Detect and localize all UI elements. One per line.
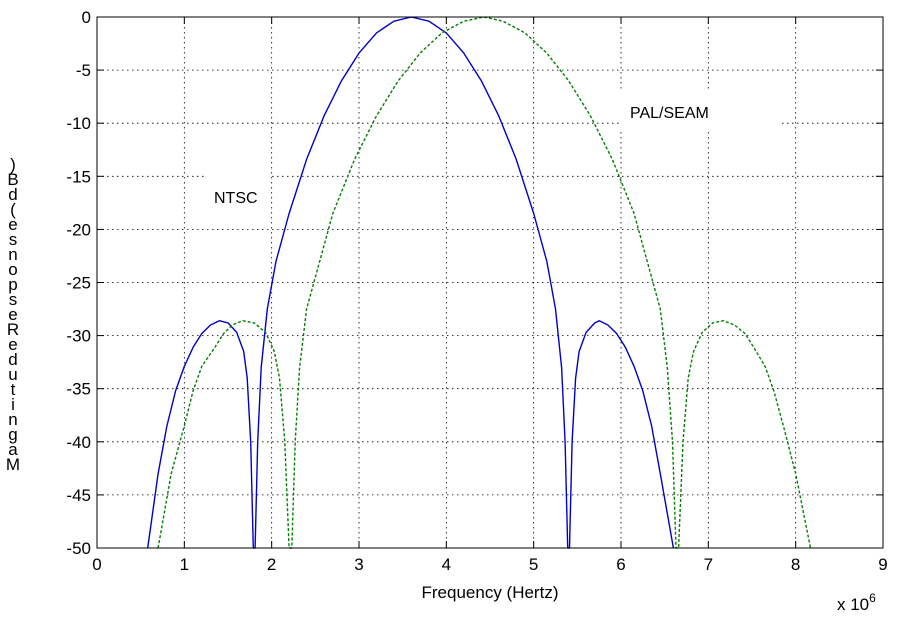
y-axis-label-char: a	[8, 440, 18, 459]
annotation-pal-seam: PAL/SEAM	[630, 105, 709, 122]
x-tick-label: 1	[180, 555, 189, 574]
x-tick-label: 0	[92, 555, 101, 574]
y-axis-label-char: d	[8, 185, 17, 204]
annotation-ntsc: NTSC	[214, 190, 258, 207]
y-axis-label-char: s	[9, 290, 18, 309]
ntsc-label-background	[207, 172, 269, 212]
x-tick-label: 4	[442, 555, 451, 574]
y-axis-label-char: e	[8, 335, 17, 354]
y-axis-label-char: d	[8, 350, 17, 369]
grid	[97, 17, 883, 548]
y-tick-label: -25	[66, 274, 91, 293]
x-tick-label: 3	[354, 555, 363, 574]
series-line-pal-seam	[157, 16, 812, 549]
y-axis-label-char: p	[8, 275, 17, 294]
y-tick-label: -50	[66, 539, 91, 558]
y-axis-label-char: e	[8, 215, 17, 234]
y-axis-label-char: u	[8, 365, 17, 384]
x-multiplier-exponent: 6	[869, 591, 876, 605]
y-tick-label: -40	[66, 433, 91, 452]
y-tick-label: -45	[66, 486, 91, 505]
y-tick-label: -30	[66, 327, 91, 346]
y-axis-label-char: n	[8, 245, 17, 264]
x-axis-label: Frequency (Hertz)	[422, 583, 559, 602]
x-tick-label: 2	[267, 555, 276, 574]
tick-labels: 0 1 2 3 4 5 6 7 8 9 0 -5 -10 -15 -20 -25 -30 -35 -40 -45 -50	[66, 8, 887, 574]
y-axis-label-char: B	[7, 170, 18, 189]
y-axis-label-char: M	[6, 455, 20, 474]
y-tick-label: -35	[66, 380, 91, 399]
y-axis-label-char: (	[10, 200, 16, 219]
y-axis-label-char: R	[7, 320, 19, 339]
y-axis-label-char: )	[10, 155, 16, 174]
y-axis-label-char: e	[8, 305, 17, 324]
y-tick-label: -5	[76, 61, 91, 80]
x-tick-label: 8	[791, 555, 800, 574]
y-tick-label: -15	[66, 167, 91, 186]
y-axis-label-char: n	[8, 410, 17, 429]
x-tick-label: 9	[878, 555, 887, 574]
y-axis-label-char: t	[11, 380, 16, 399]
y-tick-label: -20	[66, 220, 91, 239]
x-tick-label: 5	[529, 555, 538, 574]
y-tick-label: 0	[82, 8, 91, 27]
y-axis-label-char: s	[9, 230, 18, 249]
x-multiplier-base: x 10	[837, 595, 869, 614]
y-axis-label-char: o	[8, 260, 17, 279]
y-tick-label: -10	[66, 114, 91, 133]
tick-marks	[96, 16, 884, 549]
y-axis-label-char: g	[8, 425, 17, 444]
x-tick-label: 6	[616, 555, 625, 574]
x-axis-multiplier: x 106	[837, 591, 876, 614]
x-tick-label: 7	[704, 555, 713, 574]
pal-seam-label-background	[620, 92, 780, 130]
y-axis-label-char: i	[11, 395, 15, 414]
